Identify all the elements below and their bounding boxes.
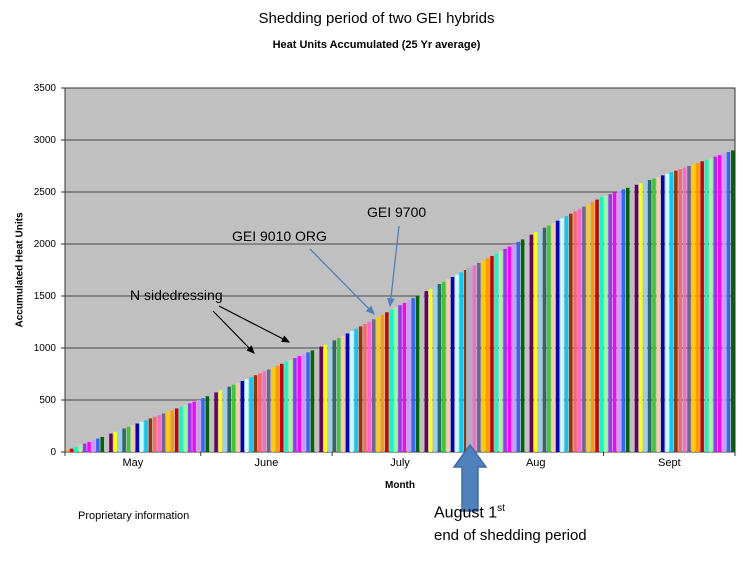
chart-subtitle: Heat Units Accumulated (25 Yr average) [272,39,481,51]
annotation-gei-9700: GEI 9700 [367,204,427,220]
y-tick-label: 1500 [33,291,56,302]
x-tick-label: June [254,457,279,469]
y-tick-label: 3000 [33,135,56,146]
annotation-august-1-text: August 1 [434,504,498,522]
x-tick-label: Aug [525,457,546,469]
annotation-end-of-shedding-period: end of shedding period [434,527,587,544]
x-axis-title: Month [385,480,415,491]
proprietary-information-label: Proprietary information [78,510,190,522]
y-tick-label: 3500 [33,83,56,94]
annotation-august-1-superscript: st [497,503,505,514]
x-tick-label: July [390,457,410,469]
chart-title: Shedding period of two GEI hybrids [258,10,495,27]
annotation-gei-9010-org: GEI 9010 ORG [232,228,327,244]
y-tick-label: 1000 [33,343,56,354]
y-tick-label: 0 [50,447,56,458]
y-tick-label: 2500 [33,187,56,198]
annotation-n-sidedressing: N sidedressing [130,287,223,303]
annotation-august-1: August 1st [434,503,505,522]
x-tick-label: Sept [658,457,681,469]
y-tick-label: 500 [39,395,56,406]
y-tick-label: 2000 [33,239,56,250]
x-tick-label: May [122,457,144,469]
